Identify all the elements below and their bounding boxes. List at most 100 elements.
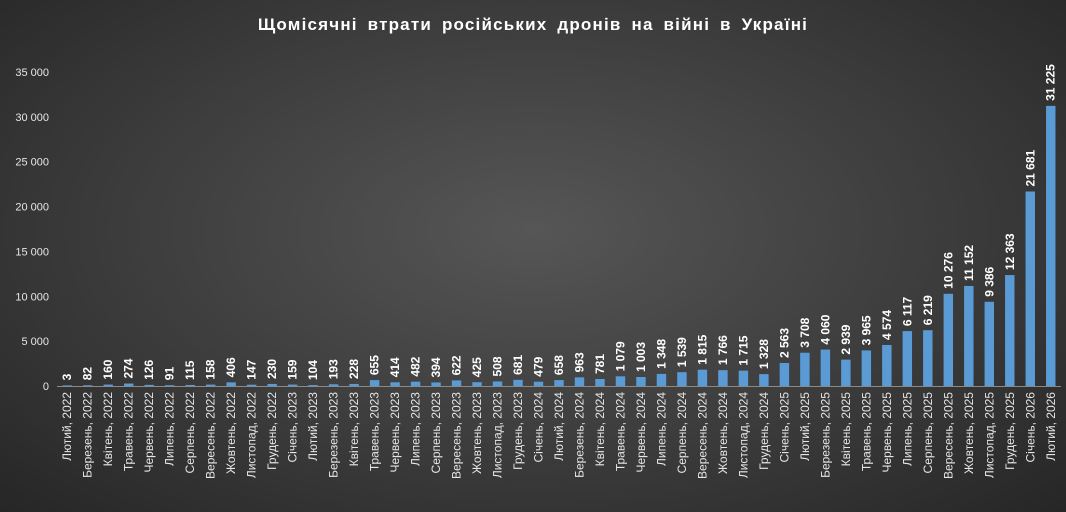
bar xyxy=(574,377,585,386)
bar xyxy=(513,379,523,386)
bar xyxy=(902,331,913,386)
bar xyxy=(943,293,954,386)
x-tick-label: Лютий, 2025 xyxy=(798,392,812,461)
x-axis: Лютий, 2022 Березень, 2022 Квітень, 2022 Тр… xyxy=(57,386,1061,479)
data-label: 963 xyxy=(572,352,586,372)
bar xyxy=(554,380,564,386)
bar xyxy=(656,373,667,386)
bar xyxy=(1046,105,1056,387)
data-label: 12 363 xyxy=(1003,233,1017,270)
x-tick-label: Вересень, 2025 xyxy=(941,392,955,479)
bar xyxy=(308,385,318,386)
data-label: 1 079 xyxy=(613,341,627,371)
bar xyxy=(595,378,605,386)
x-tick-label: Червень, 2022 xyxy=(142,392,156,473)
data-label: 31 225 xyxy=(1044,64,1058,101)
y-axis: 0 5 000 10 000 15 000 20 000 25 000 30 000 35 0… xyxy=(15,67,49,393)
bar xyxy=(267,383,277,386)
bar xyxy=(205,384,216,386)
x-tick-label: Березень, 2024 xyxy=(572,392,586,478)
data-label: 406 xyxy=(224,357,238,377)
bar xyxy=(349,383,359,386)
bar xyxy=(779,363,790,386)
bar xyxy=(62,385,72,386)
data-label: 6 117 xyxy=(900,296,914,326)
x-tick-label: Квітень, 2023 xyxy=(347,392,361,467)
x-tick-label: Червень, 2025 xyxy=(880,392,894,473)
x-tick-label: Серпень, 2025 xyxy=(921,392,935,474)
x-tick-label: Листопад, 2024 xyxy=(736,392,750,478)
data-label: 1 815 xyxy=(695,334,709,364)
x-tick-label: Липень, 2025 xyxy=(900,392,914,466)
data-label: 158 xyxy=(204,359,218,379)
bar xyxy=(492,381,503,386)
y-tick-label: 30 000 xyxy=(15,112,49,124)
bar xyxy=(861,350,872,386)
x-tick-label: Вересень, 2023 xyxy=(450,392,464,479)
x-tick-label: Жовтень, 2022 xyxy=(224,392,238,474)
bar xyxy=(410,381,421,386)
bar xyxy=(369,380,380,386)
x-tick-label: Жовтень, 2025 xyxy=(962,392,976,474)
bar xyxy=(800,352,810,386)
data-label: 104 xyxy=(306,360,320,380)
data-label: 658 xyxy=(552,355,566,375)
bar xyxy=(287,384,298,386)
x-tick-label: Січень, 2026 xyxy=(1023,392,1037,463)
x-tick-label: Травень, 2023 xyxy=(368,392,382,471)
data-label: 1 539 xyxy=(675,337,689,367)
x-tick-label: Червень, 2023 xyxy=(388,392,402,473)
bar xyxy=(144,384,154,386)
data-label: 1 348 xyxy=(654,339,668,369)
data-label: 6 219 xyxy=(921,295,935,325)
x-tick-label: Квітень, 2025 xyxy=(839,392,853,467)
data-label: 394 xyxy=(429,357,443,377)
x-tick-label: Вересень, 2022 xyxy=(204,392,218,479)
x-tick-label: Березень, 2023 xyxy=(327,392,341,478)
y-tick-label: 35 000 xyxy=(15,67,49,79)
data-label: 3 xyxy=(60,373,74,380)
bar xyxy=(759,374,769,386)
x-tick-label: Березень, 2025 xyxy=(818,392,832,478)
x-tick-label: Січень, 2024 xyxy=(532,392,546,463)
bar xyxy=(882,344,892,386)
data-label: 479 xyxy=(532,356,546,376)
x-tick-label: Грудень, 2025 xyxy=(1003,392,1017,470)
x-tick-label: Березень, 2022 xyxy=(81,392,95,478)
y-tick-label: 10 000 xyxy=(15,291,49,303)
bar xyxy=(1005,275,1015,386)
bar xyxy=(185,384,195,386)
bar xyxy=(164,385,175,386)
x-tick-label: Лютий, 2024 xyxy=(552,392,566,461)
bar xyxy=(636,377,646,386)
data-label: 414 xyxy=(388,357,402,377)
bar xyxy=(431,382,441,386)
data-label: 3 965 xyxy=(859,315,873,345)
bar xyxy=(124,383,134,386)
bar xyxy=(718,370,728,386)
data-label: 160 xyxy=(101,359,115,379)
data-label: 9 386 xyxy=(982,266,996,296)
x-tick-label: Листопад, 2025 xyxy=(982,392,996,478)
bar xyxy=(738,370,749,386)
data-label: 482 xyxy=(409,356,423,376)
x-tick-label: Жовтень, 2024 xyxy=(716,392,730,474)
bar xyxy=(246,384,257,386)
x-tick-label: Жовтень, 2023 xyxy=(470,392,484,474)
data-label: 274 xyxy=(122,358,136,378)
data-label: 82 xyxy=(81,367,95,381)
x-tick-label: Листопад, 2022 xyxy=(245,392,259,478)
data-label: 2 939 xyxy=(839,324,853,354)
x-tick-label: Лютий, 2026 xyxy=(1044,392,1058,461)
bar xyxy=(615,376,626,386)
data-label: 508 xyxy=(491,356,505,376)
bar xyxy=(533,381,544,386)
data-label: 159 xyxy=(286,359,300,379)
x-tick-label: Січень, 2023 xyxy=(286,392,300,463)
x-tick-label: Квітень, 2024 xyxy=(593,392,607,467)
data-label: 2 563 xyxy=(777,328,791,358)
x-tick-label: Серпень, 2023 xyxy=(429,392,443,474)
data-label: 3 708 xyxy=(798,317,812,347)
data-label: 147 xyxy=(245,359,259,379)
y-tick-label: 25 000 xyxy=(15,157,49,169)
